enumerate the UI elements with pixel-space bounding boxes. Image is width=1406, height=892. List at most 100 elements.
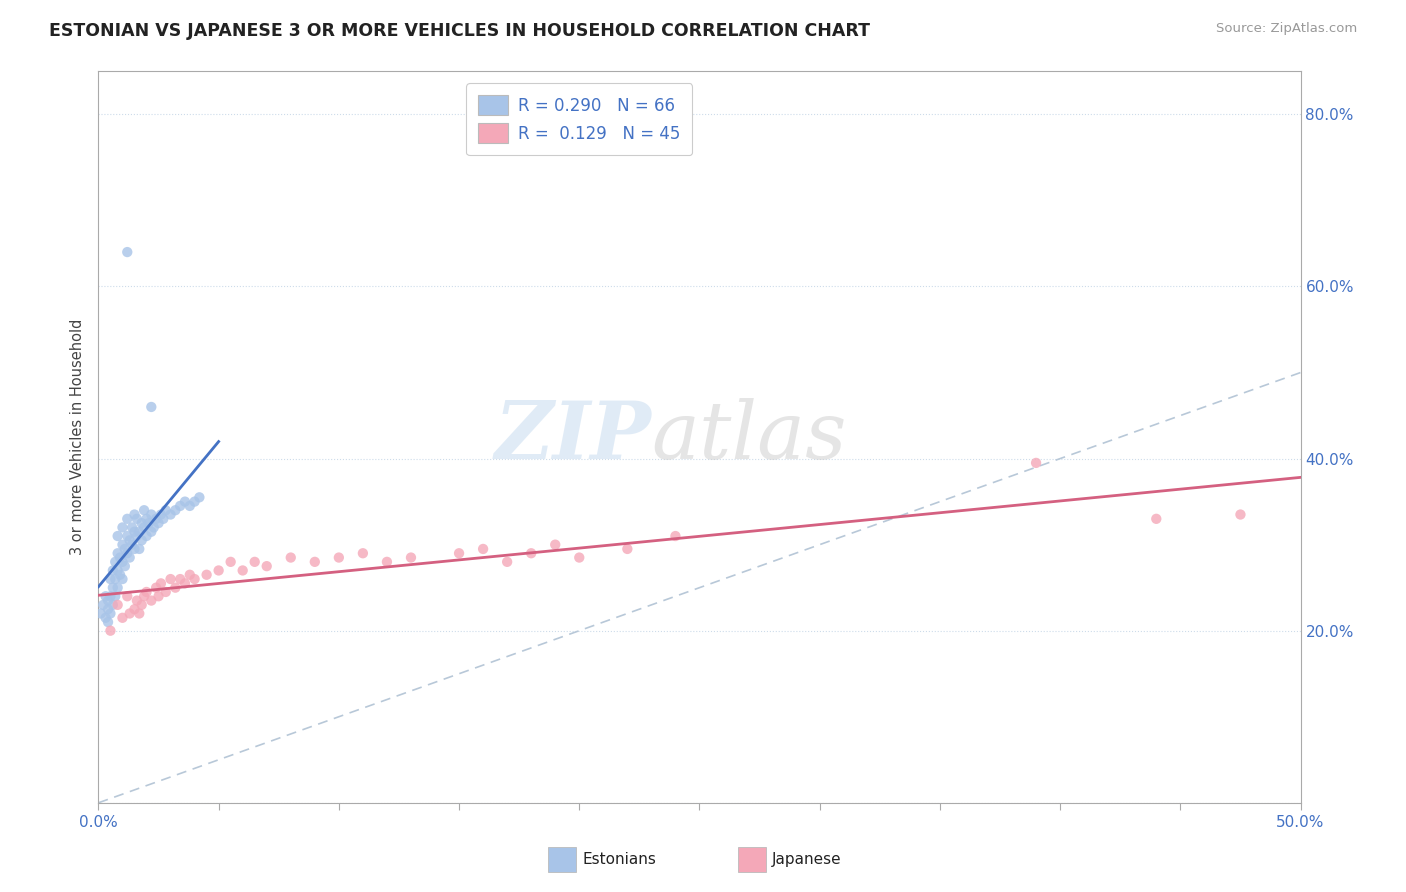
Point <box>152 512 174 526</box>
Point <box>100 607 122 621</box>
Point <box>219 555 242 569</box>
Point <box>100 589 122 603</box>
Point <box>131 533 153 548</box>
Point <box>125 529 148 543</box>
Point <box>107 581 129 595</box>
Text: Estonians: Estonians <box>582 853 657 867</box>
Point <box>128 607 150 621</box>
Point <box>664 529 686 543</box>
Point <box>128 541 150 556</box>
Point <box>117 512 139 526</box>
Legend: R = 0.290   N = 66, R =  0.129   N = 45: R = 0.290 N = 66, R = 0.129 N = 45 <box>467 83 692 155</box>
Point <box>141 524 163 539</box>
Point <box>183 494 205 508</box>
Point <box>179 567 201 582</box>
Point <box>107 546 129 560</box>
Point <box>97 615 120 629</box>
Point <box>125 512 148 526</box>
Point <box>174 576 197 591</box>
Point <box>101 581 124 595</box>
Point <box>132 589 155 603</box>
Point <box>159 508 181 522</box>
Point <box>142 520 165 534</box>
Point <box>138 516 160 530</box>
Text: ZIP: ZIP <box>495 399 651 475</box>
Point <box>107 564 129 578</box>
Point <box>145 581 167 595</box>
Point <box>117 529 139 543</box>
Point <box>169 572 191 586</box>
Point <box>520 546 543 560</box>
Point <box>94 589 117 603</box>
Point <box>108 567 131 582</box>
Point <box>399 550 422 565</box>
Point <box>256 559 278 574</box>
Point <box>121 520 143 534</box>
Point <box>125 593 148 607</box>
Point <box>616 541 638 556</box>
Point <box>111 555 134 569</box>
Point <box>100 624 122 638</box>
Point <box>135 529 157 543</box>
Point <box>107 598 129 612</box>
Point <box>447 546 470 560</box>
Point <box>101 598 124 612</box>
Point <box>117 546 139 560</box>
Point <box>117 245 139 260</box>
Point <box>135 585 157 599</box>
Point <box>111 611 134 625</box>
Text: atlas: atlas <box>651 399 846 475</box>
Point <box>280 550 302 565</box>
Point <box>132 520 155 534</box>
Point <box>174 494 197 508</box>
Point <box>141 400 163 414</box>
Point <box>148 589 170 603</box>
Point <box>179 499 201 513</box>
Point <box>131 598 153 612</box>
Point <box>141 508 163 522</box>
Text: Source: ZipAtlas.com: Source: ZipAtlas.com <box>1216 22 1357 36</box>
Point <box>111 520 134 534</box>
Point <box>149 508 172 522</box>
Point <box>118 550 141 565</box>
Point <box>1025 456 1047 470</box>
Point <box>472 541 495 556</box>
Point <box>149 576 172 591</box>
Point <box>124 524 146 539</box>
Point <box>352 546 374 560</box>
Point <box>114 541 136 556</box>
Point <box>183 572 205 586</box>
Point <box>155 503 177 517</box>
Point <box>117 589 139 603</box>
Point <box>141 593 163 607</box>
Point <box>165 581 187 595</box>
Point <box>145 512 167 526</box>
Point <box>101 564 124 578</box>
Point <box>169 499 191 513</box>
Point <box>188 491 211 505</box>
Point <box>107 529 129 543</box>
Point <box>104 572 127 586</box>
Point <box>304 555 326 569</box>
Point <box>124 541 146 556</box>
Point <box>375 555 398 569</box>
Point <box>496 555 519 569</box>
Text: ESTONIAN VS JAPANESE 3 OR MORE VEHICLES IN HOUSEHOLD CORRELATION CHART: ESTONIAN VS JAPANESE 3 OR MORE VEHICLES … <box>49 22 870 40</box>
Point <box>232 564 254 578</box>
Point <box>118 607 141 621</box>
Point <box>568 550 591 565</box>
Point <box>104 555 127 569</box>
Point <box>111 538 134 552</box>
Point <box>97 593 120 607</box>
Point <box>328 550 350 565</box>
Point <box>159 572 181 586</box>
Point <box>111 572 134 586</box>
Point <box>131 516 153 530</box>
Point <box>544 538 567 552</box>
Point <box>124 508 146 522</box>
Point <box>91 598 114 612</box>
Y-axis label: 3 or more Vehicles in Household: 3 or more Vehicles in Household <box>70 319 86 555</box>
Point <box>100 572 122 586</box>
Point <box>124 602 146 616</box>
Point <box>128 524 150 539</box>
